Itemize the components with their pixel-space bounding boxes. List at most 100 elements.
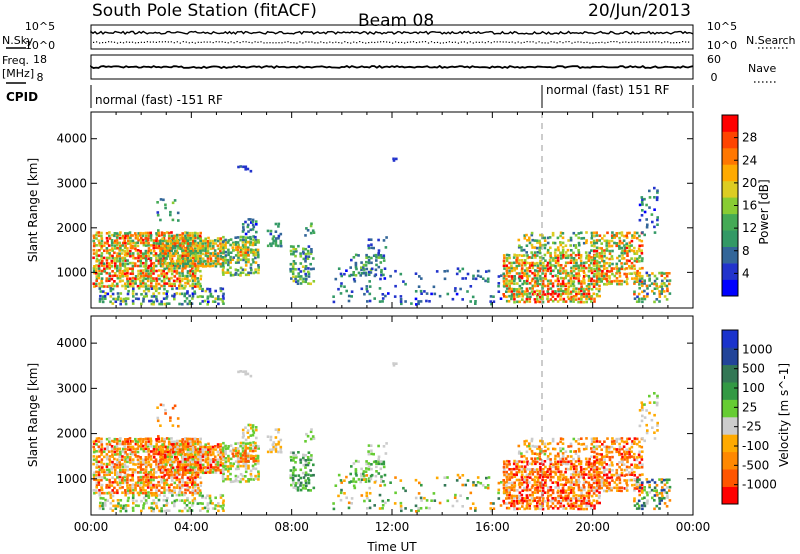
power-cell <box>180 284 184 288</box>
power-cell <box>374 268 378 272</box>
power-cell <box>111 249 114 252</box>
velocity-cell <box>461 505 464 508</box>
power-cell <box>199 277 202 281</box>
velocity-cell <box>255 436 258 440</box>
power-cell <box>367 261 371 265</box>
velocity-cell <box>113 463 117 466</box>
power-cell <box>552 292 555 295</box>
power-cell <box>116 252 119 255</box>
power-cell <box>613 274 617 278</box>
velocity-cell <box>419 496 423 500</box>
velocity-cell <box>181 448 185 451</box>
power-cell <box>155 259 158 262</box>
velocity-cell <box>554 462 558 466</box>
power-cell <box>304 272 307 276</box>
velocity-cell <box>241 457 245 460</box>
velocity-cell <box>161 445 165 449</box>
velocity-cell <box>92 458 96 462</box>
power-cell <box>294 248 298 251</box>
power-cell <box>124 232 127 235</box>
velocity-cell <box>510 494 513 498</box>
power-cell <box>193 285 197 288</box>
power-cell <box>615 265 618 268</box>
power-cell <box>113 256 117 260</box>
power-cell <box>191 282 195 286</box>
power-cell <box>161 239 165 243</box>
velocity-cell <box>304 454 308 457</box>
velocity-cell <box>505 497 508 500</box>
power-cell <box>124 302 128 306</box>
power-cell <box>121 262 125 265</box>
velocity-cell <box>309 458 313 462</box>
power-cell <box>585 261 588 264</box>
power-cell <box>296 282 300 285</box>
velocity-cell <box>249 454 253 458</box>
power-cell <box>155 269 158 273</box>
power-cell <box>189 259 193 262</box>
velocity-cell <box>187 453 190 457</box>
power-cell <box>572 300 575 303</box>
power-cell <box>199 254 202 258</box>
velocity-cell <box>554 473 558 476</box>
velocity-cell <box>188 509 192 512</box>
power-cell <box>100 247 103 250</box>
velocity-cell <box>124 493 127 497</box>
power-cell <box>199 274 203 278</box>
power-cell <box>207 236 210 240</box>
power-cell <box>274 242 278 245</box>
velocity-cell <box>254 459 258 463</box>
power-cell <box>645 225 649 229</box>
velocity-cell <box>279 445 283 449</box>
power-cell <box>598 246 601 250</box>
power-cell <box>111 270 114 273</box>
power-cell <box>279 242 283 245</box>
power-cell <box>600 264 603 268</box>
power-cell <box>219 251 223 255</box>
velocity-cell <box>201 507 205 510</box>
velocity-cell <box>152 460 156 463</box>
nsearch-point <box>224 41 226 43</box>
velocity-cell <box>512 499 516 503</box>
power-cell <box>367 246 371 250</box>
power-cell <box>93 285 96 288</box>
velocity-cell <box>155 494 159 497</box>
velocity-cell <box>129 455 132 459</box>
power-cell <box>121 249 124 252</box>
power-cell <box>380 271 383 274</box>
power-cell <box>201 289 204 293</box>
velocity-cell <box>144 473 148 477</box>
power-cell <box>244 248 247 252</box>
velocity-cell <box>139 468 143 471</box>
power-cell <box>523 300 526 304</box>
power-cell <box>123 272 127 275</box>
power-cell <box>126 249 129 253</box>
power-cell <box>641 283 644 286</box>
velocity-cell <box>572 496 575 500</box>
power-cell <box>170 269 174 273</box>
velocity-cell <box>529 470 532 474</box>
velocity-cell <box>129 491 132 495</box>
power-cell <box>589 261 593 265</box>
velocity-cell <box>95 473 98 477</box>
velocity-cell <box>201 450 205 454</box>
power-cell <box>585 241 588 245</box>
power-cell <box>625 242 628 245</box>
power-cell <box>123 246 127 250</box>
velocity-cell <box>538 489 542 493</box>
nsearch-point <box>284 41 286 43</box>
power-cell <box>512 256 516 259</box>
velocity-cell <box>274 450 278 453</box>
power-cell <box>523 274 526 277</box>
power-cell <box>531 238 534 242</box>
velocity-cell <box>213 507 217 510</box>
velocity-cell <box>106 455 109 459</box>
colorbar-tick-label: 16 <box>742 199 757 213</box>
power-cell <box>590 277 594 281</box>
colorbar-segment <box>722 230 738 247</box>
velocity-cell <box>562 462 565 465</box>
velocity-cell <box>150 506 153 510</box>
power-cell <box>98 249 101 252</box>
velocity-cell <box>111 494 115 498</box>
power-cell <box>188 284 192 288</box>
power-cell <box>521 271 524 275</box>
